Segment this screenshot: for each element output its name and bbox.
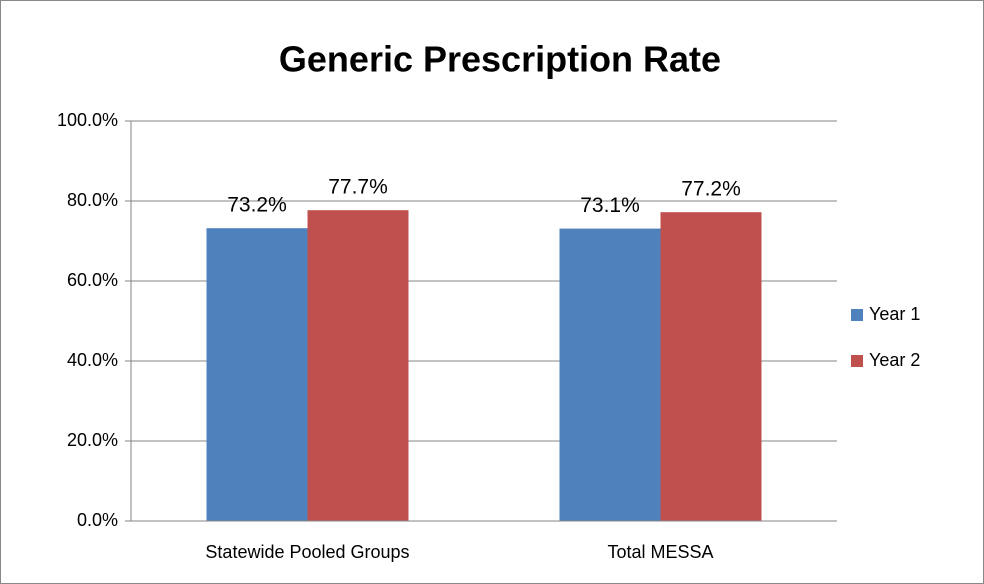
- data-label: 77.2%: [681, 178, 741, 201]
- bar: [559, 228, 661, 521]
- legend-label: Year 2: [869, 350, 920, 370]
- bar: [206, 228, 308, 521]
- legend-label: Year 1: [869, 304, 920, 324]
- bar: [307, 210, 409, 521]
- legend-swatch: [851, 309, 863, 321]
- y-tick-label: 80.0%: [67, 190, 118, 210]
- data-label: 73.1%: [580, 194, 640, 217]
- y-tick-label: 60.0%: [67, 270, 118, 290]
- x-tick-label: Statewide Pooled Groups: [205, 542, 409, 562]
- bar: [660, 212, 762, 521]
- data-label: 77.7%: [328, 176, 388, 199]
- data-label: 73.2%: [227, 194, 287, 217]
- legend-swatch: [851, 355, 863, 367]
- x-tick-label: Total MESSA: [607, 542, 713, 562]
- y-tick-label: 100.0%: [57, 110, 118, 130]
- y-tick-label: 20.0%: [67, 430, 118, 450]
- chart-title: Generic Prescription Rate: [279, 39, 721, 80]
- y-tick-label: 0.0%: [77, 510, 118, 530]
- y-tick-label: 40.0%: [67, 350, 118, 370]
